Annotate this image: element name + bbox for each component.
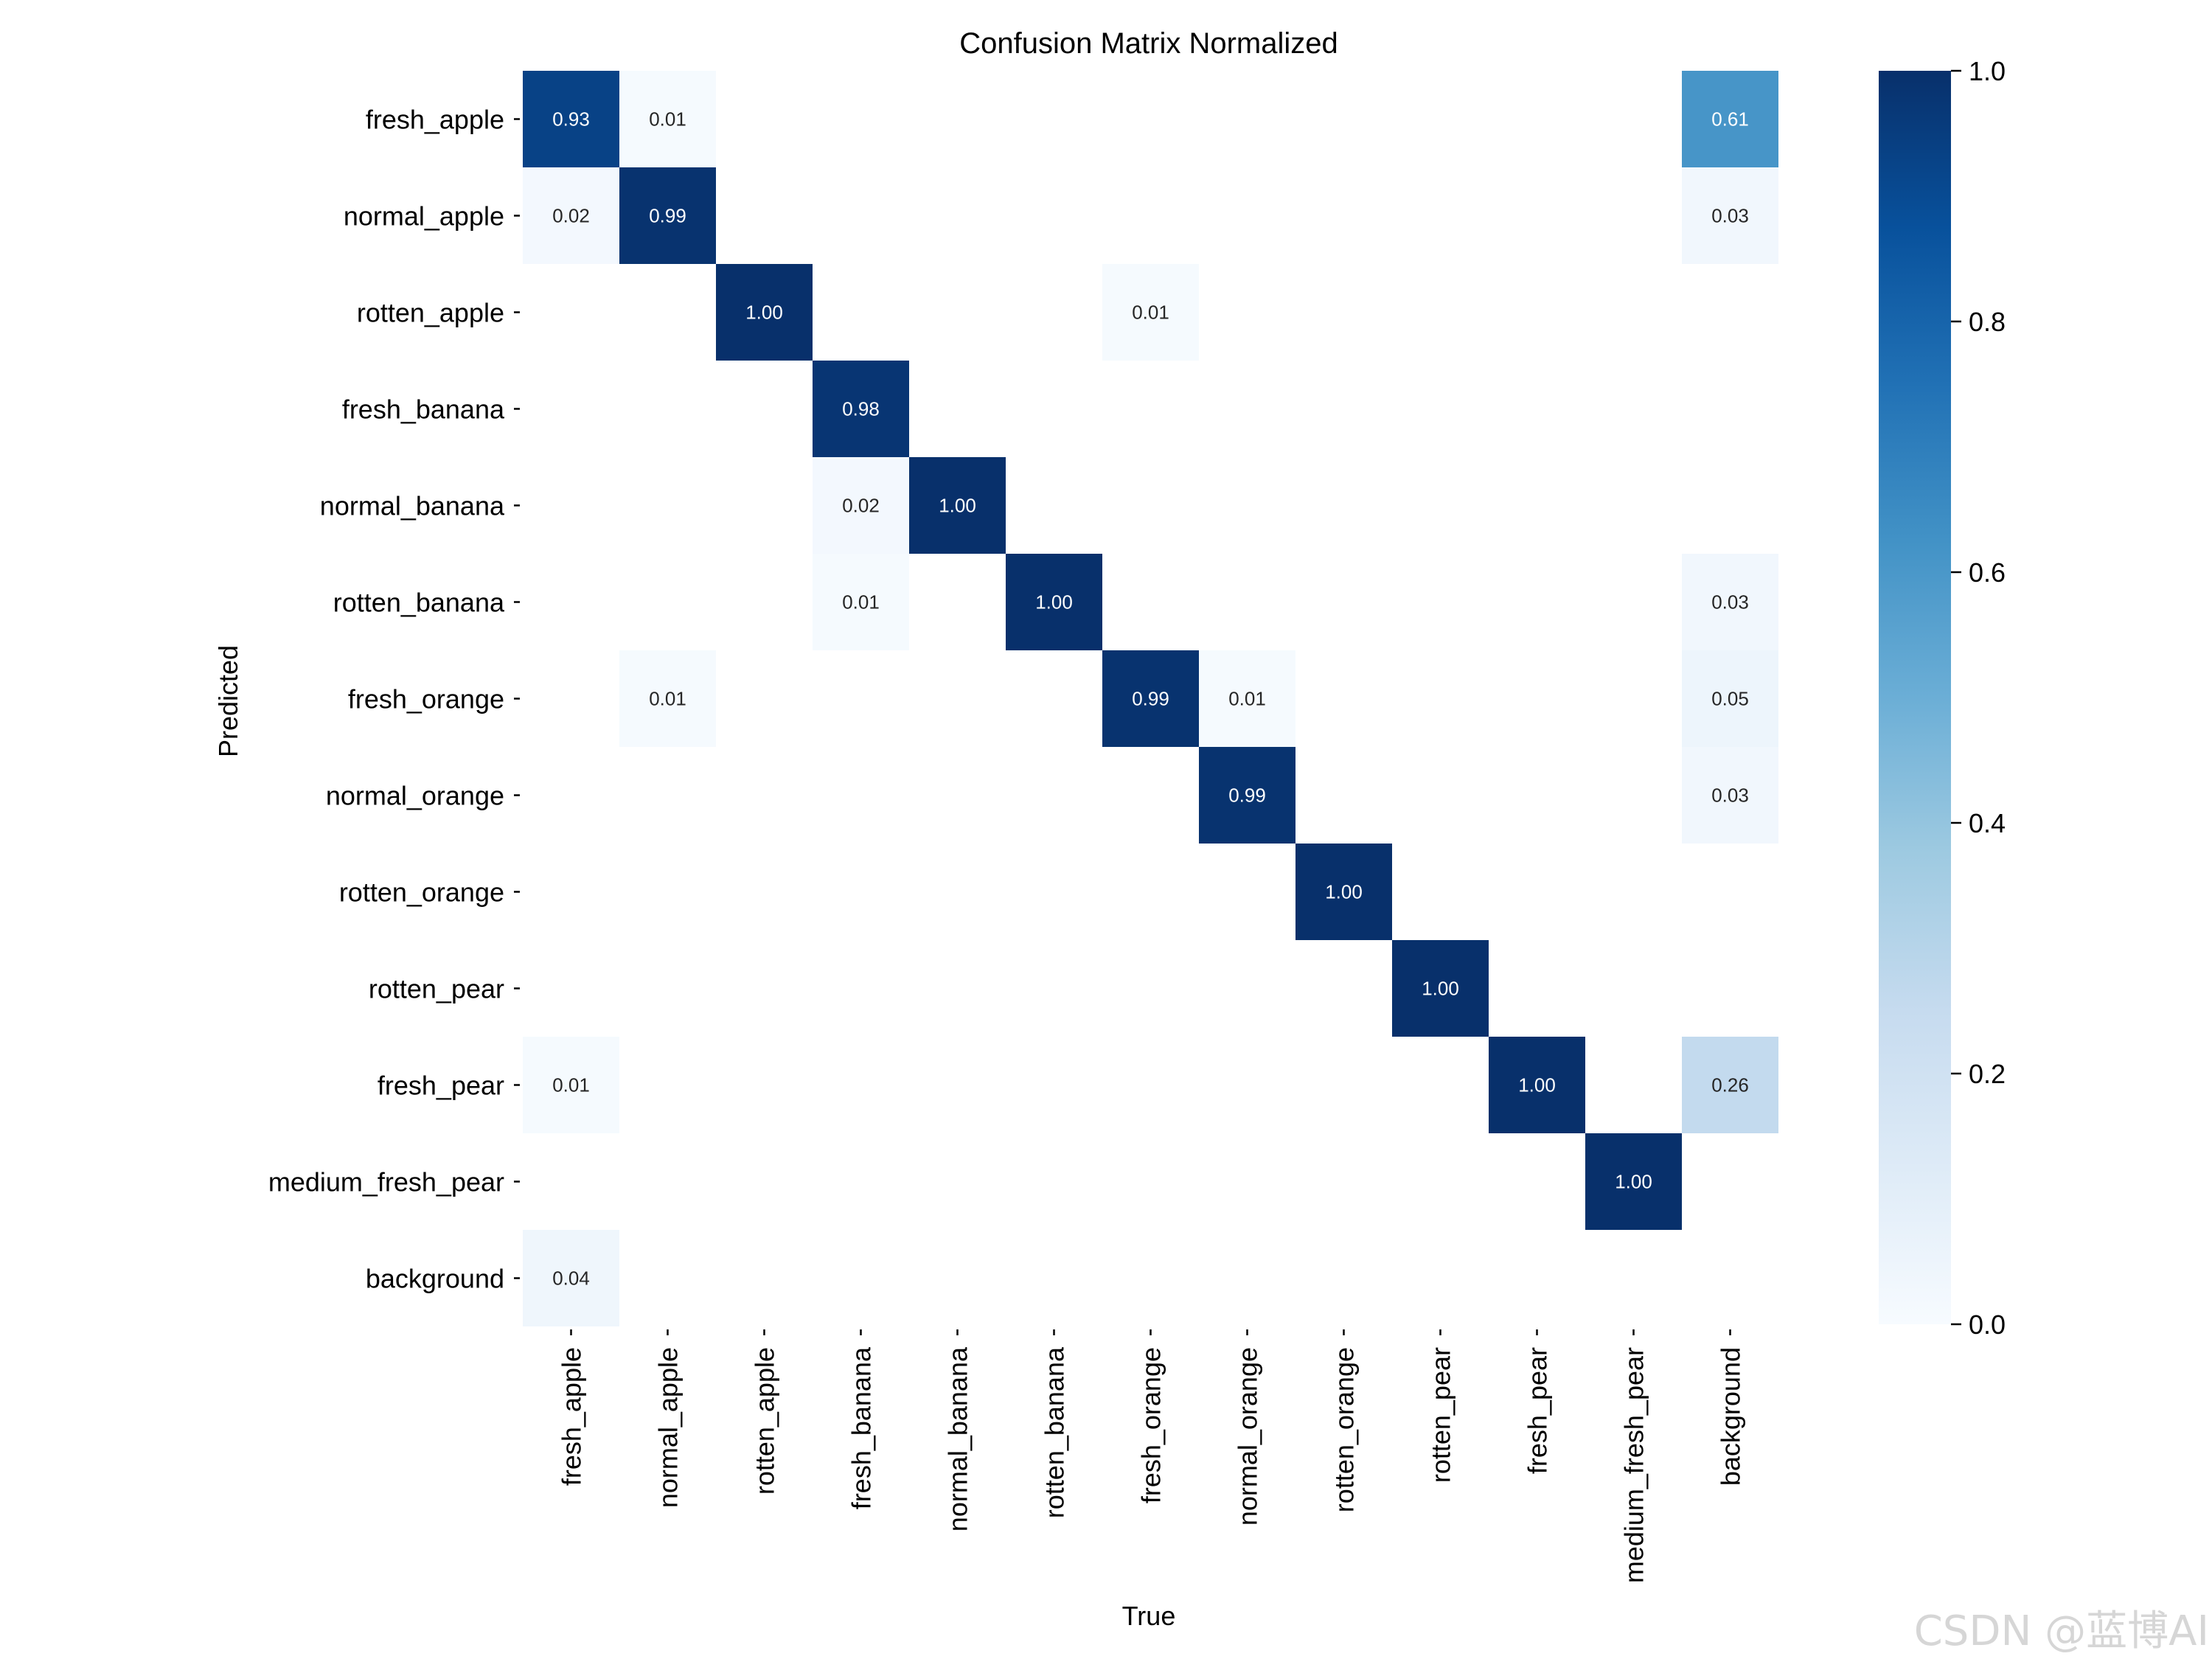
heatmap-cell: [523, 71, 619, 167]
heatmap-cell: [1682, 650, 1778, 747]
heatmap-cell: [1006, 554, 1102, 650]
cell-value-label: 0.26: [1711, 1074, 1749, 1096]
x-axis-label: True: [1122, 1601, 1176, 1631]
x-tick-label: rotten_pear: [1426, 1347, 1456, 1483]
y-tick-label: background: [366, 1264, 504, 1294]
cell-value-label: 1.00: [1518, 1074, 1556, 1096]
cell-value-label: 0.03: [1711, 785, 1749, 807]
cell-value-label: 0.61: [1711, 108, 1749, 131]
watermark: CSDN @蓝博AI: [1913, 1607, 2209, 1655]
y-tick-label: normal_orange: [326, 781, 504, 811]
cell-value-label: 0.01: [842, 591, 880, 613]
colorbar-tick-label: 0.6: [1969, 557, 2006, 588]
cell-value-label: 0.01: [1228, 688, 1266, 710]
heatmap-cell: [1102, 264, 1199, 361]
cell-value-label: 0.99: [1132, 688, 1169, 710]
y-tick-label: rotten_pear: [369, 974, 504, 1004]
cell-value-label: 1.00: [1615, 1171, 1652, 1193]
x-tick-label: rotten_apple: [750, 1347, 780, 1495]
cell-value-label: 1.00: [1325, 881, 1363, 903]
heatmap-cell: [909, 457, 1006, 554]
heatmap-cell: [1199, 747, 1295, 844]
cell-value-label: 0.03: [1711, 205, 1749, 227]
cell-value-label: 0.01: [1132, 302, 1169, 324]
heatmap-cell: [1682, 554, 1778, 650]
y-tick-label: medium_fresh_pear: [268, 1167, 504, 1197]
heatmap-cell: [1489, 1037, 1585, 1133]
y-tick-label: normal_apple: [344, 201, 504, 232]
x-tick-label: fresh_pear: [1523, 1347, 1553, 1474]
colorbar-tick-label: 1.0: [1969, 56, 2006, 86]
cell-value-label: 0.01: [552, 1074, 590, 1096]
cell-value-label: 0.98: [842, 398, 880, 420]
cell-value-label: 1.00: [939, 495, 976, 517]
y-tick-label: rotten_apple: [357, 298, 504, 328]
cell-value-label: 0.99: [649, 205, 686, 227]
x-axis-ticks: fresh_apple normal_apple rotten_apple fresh…: [557, 1329, 1746, 1583]
cell-value-label: 1.00: [1422, 978, 1459, 1000]
cell-value-label: 0.02: [552, 205, 590, 227]
y-tick-label: rotten_orange: [339, 877, 504, 908]
cell-value-label: 0.01: [649, 108, 686, 131]
heatmap-cell: [1682, 71, 1778, 167]
heatmap-cell: [1682, 167, 1778, 264]
chart-title: Confusion Matrix Normalized: [959, 27, 1338, 60]
heatmap-cell: [1682, 747, 1778, 844]
colorbar-tick-label: 0.0: [1969, 1310, 2006, 1340]
y-axis-label: Predicted: [213, 645, 243, 757]
y-tick-label: fresh_pear: [378, 1071, 504, 1101]
x-tick-label: rotten_banana: [1040, 1346, 1070, 1518]
y-axis-ticks: fresh_apple normal_apple rotten_applefresh…: [268, 105, 520, 1294]
colorbar-tick-label: 0.4: [1969, 808, 2006, 838]
cell-value-label: 1.00: [745, 302, 783, 324]
heatmap-cell: [1199, 650, 1295, 747]
heatmap-cell: [619, 167, 716, 264]
colorbar-tick-label: 0.2: [1969, 1059, 2006, 1089]
x-tick-label: rotten_orange: [1329, 1347, 1360, 1512]
y-tick-label: rotten_banana: [333, 588, 505, 618]
heatmap-cells: [523, 71, 1778, 1326]
heatmap-cell: [619, 650, 716, 747]
colorbar-tick-label: 0.8: [1969, 307, 2006, 337]
y-tick-label: fresh_orange: [348, 684, 504, 714]
x-tick-label: background: [1716, 1347, 1746, 1486]
cell-value-label: 1.00: [1035, 591, 1073, 613]
heatmap-cell: [1295, 844, 1392, 940]
cell-value-label: 0.04: [552, 1267, 590, 1290]
heatmap-cell: [813, 457, 909, 554]
cell-value-label: 0.99: [1228, 785, 1266, 807]
heatmap-cell-labels: 0.93 0.01 0.61 0.02 0.99 0.03 1.00 0.01 0.98 0.02…: [552, 108, 1749, 1290]
cell-value-label: 0.02: [842, 495, 880, 517]
cell-value-label: 0.05: [1711, 688, 1749, 710]
heatmap-cell: [1392, 940, 1489, 1037]
heatmap-cell: [813, 554, 909, 650]
heatmap-cell: [523, 1230, 619, 1326]
heatmap-cell: [523, 1037, 619, 1133]
cell-value-label: 0.93: [552, 108, 590, 131]
x-tick-label: normal_apple: [653, 1347, 684, 1508]
heatmap-cell: [813, 361, 909, 457]
colorbar-gradient: [1879, 71, 1951, 1324]
y-tick-label: fresh_banana: [342, 394, 505, 425]
heatmap-cell: [523, 167, 619, 264]
y-tick-label: normal_banana: [320, 491, 505, 521]
colorbar: 0.0 0.2 0.4 0.6 0.8 1.0: [1879, 56, 2006, 1340]
heatmap-cell: [1585, 1133, 1682, 1230]
x-tick-label: normal_orange: [1233, 1347, 1263, 1526]
heatmap-cell: [1102, 650, 1199, 747]
y-tick-label: fresh_apple: [366, 105, 504, 135]
heatmap-cell: [716, 264, 813, 361]
colorbar-ticks: 0.0 0.2 0.4 0.6 0.8 1.0: [1951, 56, 2006, 1340]
heatmap-cell: [619, 71, 716, 167]
x-tick-label: normal_banana: [943, 1346, 973, 1531]
x-tick-label: medium_fresh_pear: [1619, 1347, 1649, 1583]
heatmap-cell: [1682, 1037, 1778, 1133]
cell-value-label: 0.03: [1711, 591, 1749, 613]
x-tick-label: fresh_banana: [846, 1346, 877, 1509]
cell-value-label: 0.01: [649, 688, 686, 710]
x-tick-label: fresh_apple: [557, 1347, 587, 1486]
x-tick-label: fresh_orange: [1136, 1347, 1166, 1503]
